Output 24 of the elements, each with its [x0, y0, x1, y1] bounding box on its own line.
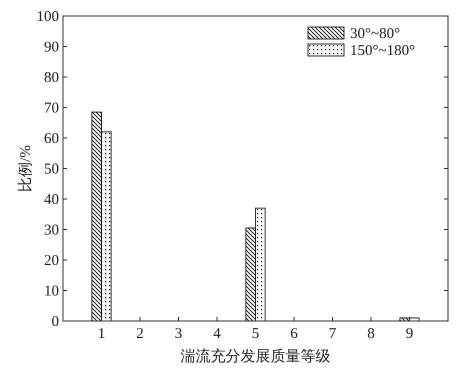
y-axis-title: 比例/%	[17, 145, 34, 192]
y-tick-label: 30	[44, 222, 59, 238]
x-tick-label: 1	[98, 326, 106, 342]
y-tick-label: 100	[36, 9, 59, 25]
y-tick-label: 20	[44, 253, 59, 269]
y-tick-label: 40	[44, 192, 59, 208]
y-tick-label: 50	[44, 162, 59, 178]
x-tick-label: 6	[290, 326, 298, 342]
legend-label: 150°~180°	[350, 43, 416, 59]
y-tick-label: 60	[44, 131, 59, 147]
x-tick-label: 2	[136, 326, 144, 342]
x-tick-label: 3	[174, 326, 182, 342]
legend-label: 30°~80°	[350, 26, 400, 42]
x-tick-label: 5	[252, 326, 260, 342]
x-tick-label: 7	[328, 326, 337, 342]
y-tick-label: 80	[44, 70, 59, 86]
x-tick-label: 9	[406, 326, 414, 342]
x-tick-label: 8	[367, 326, 375, 342]
y-tick-label: 70	[44, 100, 59, 116]
x-axis-title: 湍流充分发展质量等级	[180, 348, 330, 365]
x-tick-label: 4	[213, 326, 222, 342]
y-tick-label: 10	[44, 284, 59, 300]
y-tick-label: 0	[52, 314, 59, 330]
y-tick-label: 90	[44, 40, 59, 56]
